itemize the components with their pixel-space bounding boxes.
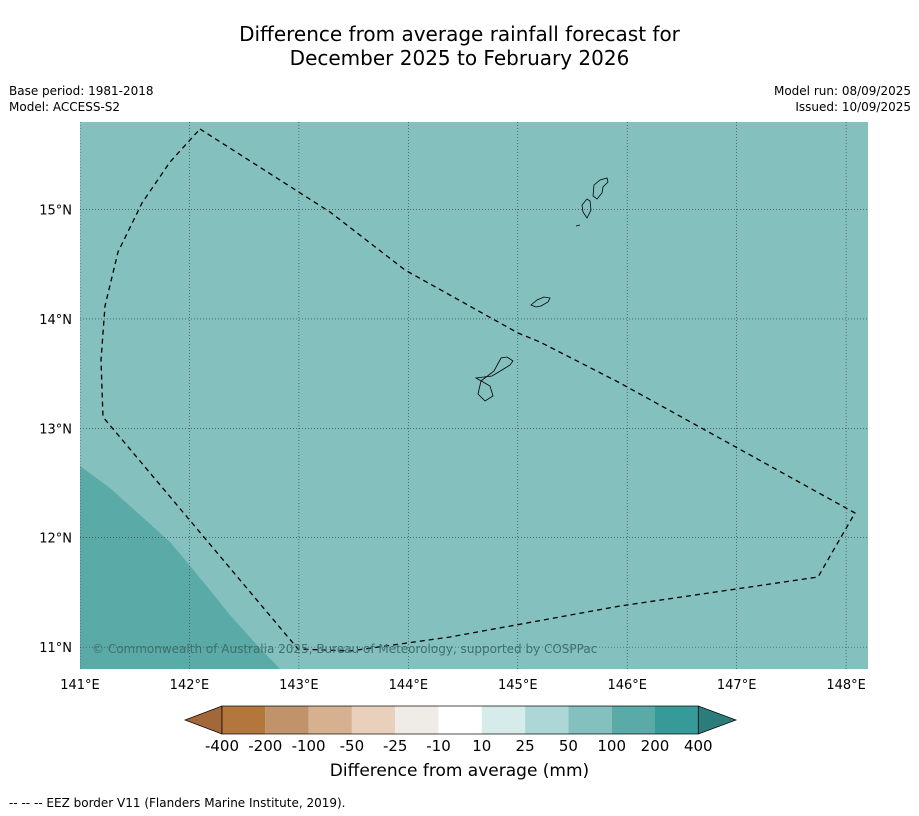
- colorbar-tick-label: 100: [597, 737, 626, 755]
- lon-tick-label: 148°E: [826, 678, 866, 693]
- colorbar-tick-label: 50: [559, 737, 578, 755]
- eez-footnote: -- -- -- EEZ border V11 (Flanders Marine…: [9, 796, 346, 810]
- colorbar-swatch: [481, 706, 526, 734]
- colorbar-swatch: [655, 706, 699, 734]
- lat-tick-label: 11°N: [39, 641, 72, 656]
- grid-lines: [80, 122, 868, 669]
- chart-title: Difference from average rainfall forecas…: [0, 22, 919, 70]
- island-tinian: [581, 198, 592, 219]
- lat-tick-label: 13°N: [39, 422, 72, 437]
- colorbar-tick-label: -50: [340, 737, 365, 755]
- colorbar-swatch: [351, 706, 396, 734]
- rainfall-region-100-200: [80, 466, 280, 669]
- island-guam: [474, 356, 514, 402]
- lon-tick-label: 143°E: [279, 678, 319, 693]
- issued-date: Issued: 10/09/2025: [795, 100, 911, 114]
- colorbar-tick-label: 10: [472, 737, 491, 755]
- island-aguijan: [575, 224, 581, 227]
- copyright-notice: © Commonwealth of Australia 2025, Bureau…: [92, 642, 597, 656]
- colorbar-low-extension: [184, 705, 223, 735]
- colorbar-tick-label: -100: [292, 737, 326, 755]
- colorbar-tick-label: 25: [516, 737, 535, 755]
- colorbar-title: Difference from average (mm): [329, 761, 590, 781]
- colorbar: [184, 705, 738, 735]
- colorbar-tick-label: 200: [641, 737, 670, 755]
- lon-tick-label: 146°E: [607, 678, 647, 693]
- lon-tick-label: 142°E: [170, 678, 210, 693]
- lon-tick-label: 147°E: [717, 678, 757, 693]
- colorbar-swatch: [265, 706, 309, 734]
- colorbar-tick-label: -25: [383, 737, 408, 755]
- title-line-1: Difference from average rainfall forecas…: [239, 22, 680, 46]
- meta-left: Base period: 1981-2018 Model: ACCESS-S2: [9, 83, 154, 115]
- island-rota: [530, 296, 551, 308]
- longitude-tick-labels: 141°E 142°E 143°E 144°E 145°E 146°E 147°E 148°E: [60, 678, 866, 693]
- colorbar-swatch: [525, 706, 569, 734]
- lat-tick-label: 15°N: [39, 204, 72, 219]
- colorbar-high-extension: [697, 705, 738, 735]
- lon-tick-label: 145°E: [498, 678, 538, 693]
- colorbar-tick-label: 400: [684, 737, 713, 755]
- model-name: Model: ACCESS-S2: [9, 100, 121, 114]
- colorbar-swatch: [611, 706, 655, 734]
- colorbar-tick-label: -200: [248, 737, 282, 755]
- map-area: © Commonwealth of Australia 2025, Bureau…: [80, 122, 868, 669]
- colorbar-tick-labels: -400 -200 -100 -50 -25 -10 10 25 50 100 200 400: [205, 737, 713, 755]
- colorbar-swatch: [438, 706, 482, 734]
- colorbar-swatch: [308, 706, 352, 734]
- eez-border: [100, 128, 856, 652]
- lat-tick-label: 12°N: [39, 532, 72, 547]
- base-period: Base period: 1981-2018: [9, 84, 154, 98]
- colorbar-swatch: [222, 706, 266, 734]
- colorbar-swatch: [395, 706, 439, 734]
- colorbar-tick-label: -400: [205, 737, 239, 755]
- lon-tick-label: 144°E: [389, 678, 429, 693]
- lon-tick-label: 141°E: [60, 678, 100, 693]
- colorbar-tick-label: -10: [426, 737, 451, 755]
- colorbar-swatch: [568, 706, 612, 734]
- lat-tick-label: 14°N: [39, 313, 72, 328]
- island-saipan: [592, 177, 609, 200]
- latitude-tick-labels: 11°N 12°N 13°N 14°N 15°N: [39, 204, 72, 657]
- meta-right: Model run: 08/09/2025 Issued: 10/09/2025: [774, 83, 911, 115]
- model-run: Model run: 08/09/2025: [773, 84, 911, 98]
- title-line-2: December 2025 to February 2026: [289, 46, 630, 70]
